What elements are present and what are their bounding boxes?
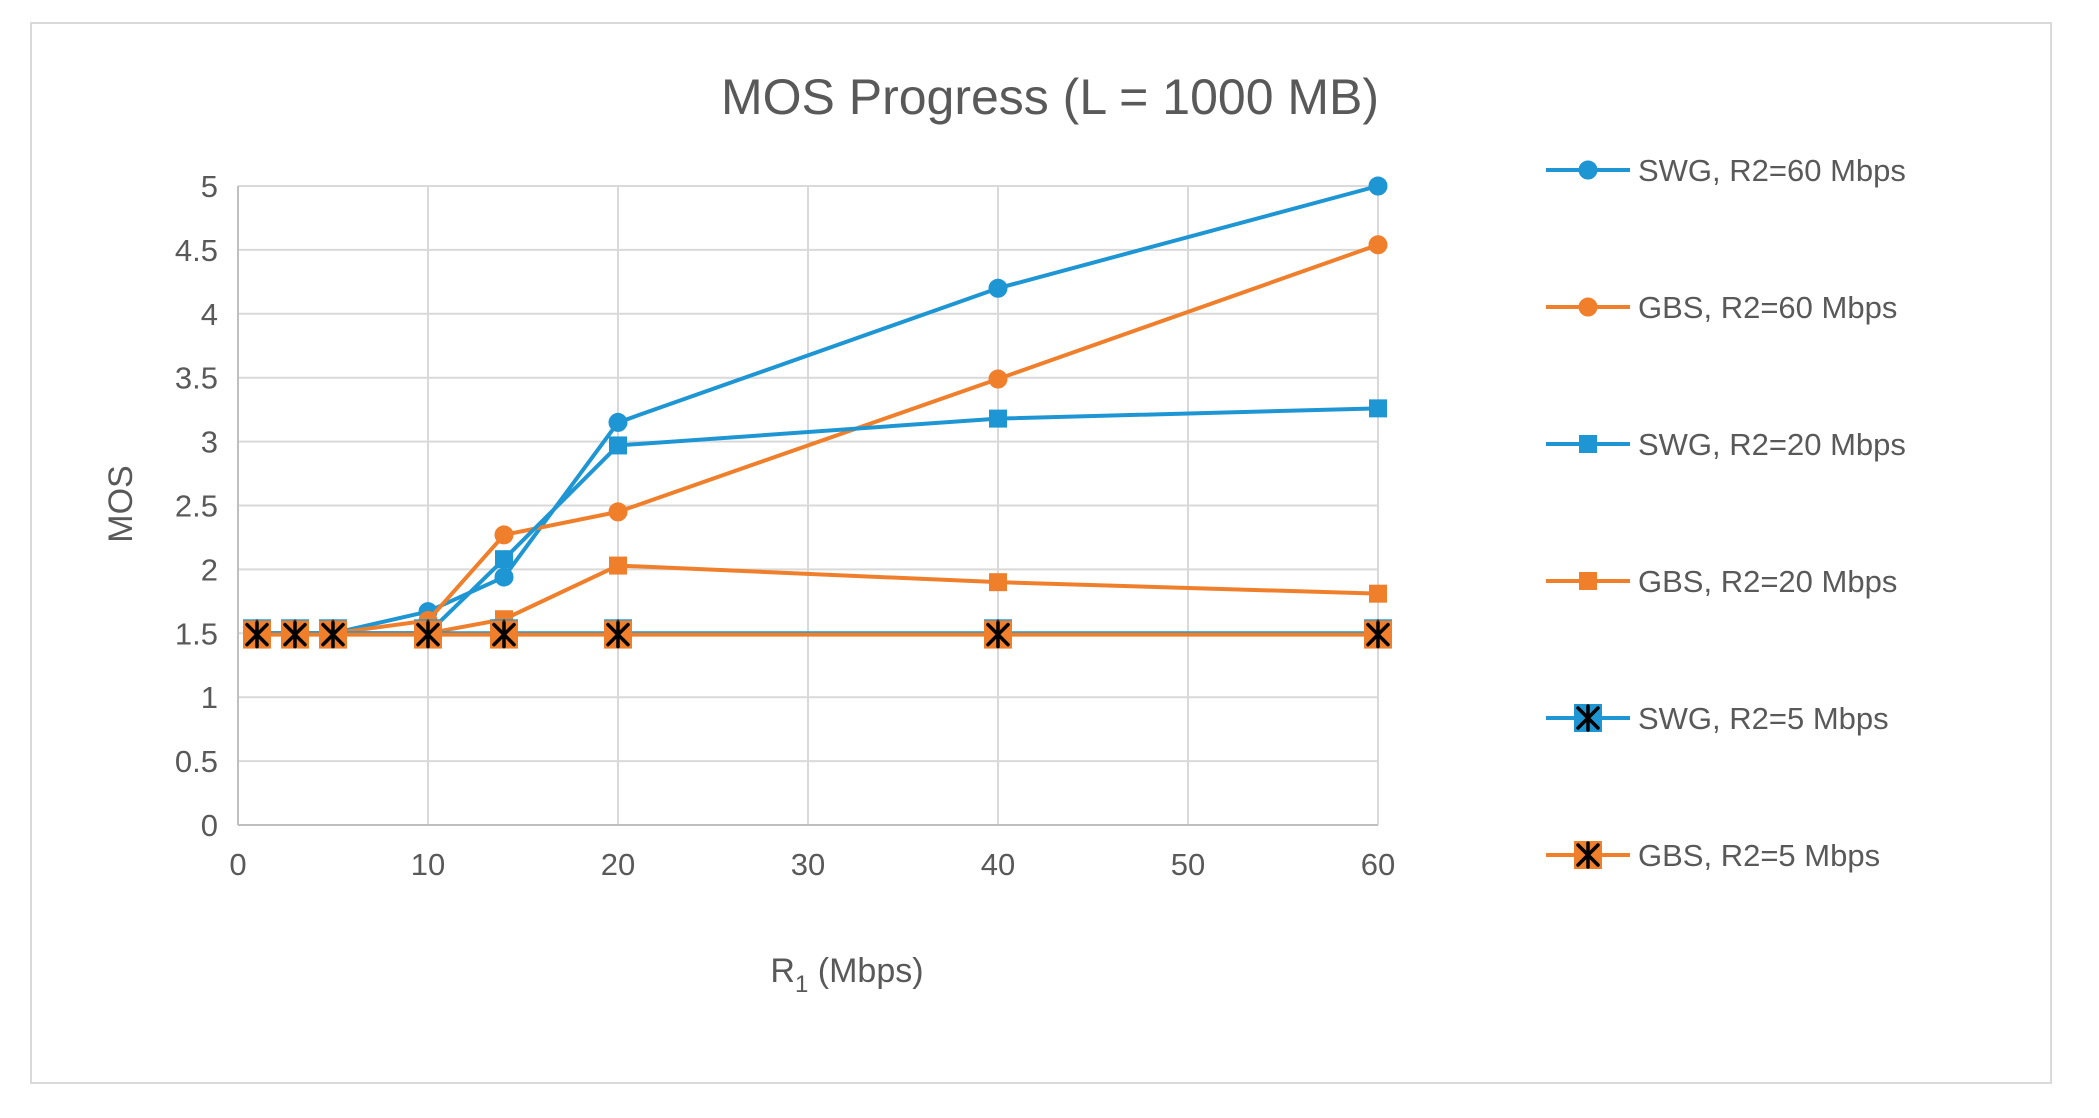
y-tick-label: 2 [201,552,218,587]
y-axis-label: MOS [102,465,140,542]
legend-item: GBS, R2=20 Mbps [1546,564,1897,599]
legend-label: SWG, R2=60 Mbps [1638,153,1906,188]
x-tick-label: 40 [981,847,1015,882]
series-line [257,184,1379,636]
data-point [609,436,627,455]
x-tick-label: 20 [601,847,635,882]
x-tick-label: 0 [229,847,246,882]
data-point [1364,620,1392,649]
legend-marker [1574,704,1602,732]
x-axis-label-unit: (Mbps) [808,952,923,990]
data-point [1368,235,1388,255]
data-point [608,412,628,432]
data-point [609,556,627,575]
legend-marker [1579,435,1597,453]
x-tick-label: 50 [1171,847,1205,882]
data-point [319,620,347,649]
data-point [988,278,1008,298]
legend-item: SWG, R2=60 Mbps [1546,153,1906,188]
data-point [1368,176,1388,196]
data-point [989,409,1007,428]
data-point [604,620,632,649]
data-point [281,620,309,649]
data-point [495,550,513,569]
chart-frame: MOS Progress (L = 1000 MB) 0 0.5 1 1.5 2 2.5 3… [30,22,2052,1084]
x-axis-label-main: R [770,952,795,990]
series-3 [248,399,1387,643]
chart-svg: MOS Progress (L = 1000 MB) 0 0.5 1 1.5 2 2.5 3… [102,69,1906,998]
y-tick-label: 0 [201,808,218,843]
legend: SWG, R2=60 Mbps GBS, R2=60 Mbps SWG, R2=20… [1546,153,1906,873]
legend-marker [1574,841,1602,869]
y-tick-label: 4.5 [175,233,218,268]
x-tick-label: 30 [791,847,825,882]
y-tick-label: 3 [201,425,218,460]
chart-title: MOS Progress (L = 1000 MB) [721,69,1379,125]
series-2 [247,235,1388,643]
data-point [243,620,271,649]
x-tick-label: 60 [1361,847,1395,882]
y-tick-label: 1 [201,680,218,715]
data-point [608,502,628,522]
y-tick-label: 1.5 [175,616,218,651]
legend-marker [1579,572,1597,590]
legend-label: SWG, R2=20 Mbps [1638,427,1906,462]
legend-label: GBS, R2=20 Mbps [1638,564,1897,599]
data-point [988,369,1008,389]
x-axis-label-subscript: 1 [795,971,808,998]
x-axis-label: R1 (Mbps) [770,952,923,998]
x-tick-label: 10 [411,847,445,882]
data-point [494,525,514,545]
data-point [494,567,514,587]
legend-item: SWG, R2=20 Mbps [1546,427,1906,462]
ticks-layer: 00.511.522.533.544.550 10 20 30 40 50 60 [175,169,1395,882]
legend-item: GBS, R2=5 Mbps [1546,838,1880,873]
data-point [1369,584,1387,603]
legend-label: GBS, R2=60 Mbps [1638,290,1897,325]
legend-marker [1578,160,1598,180]
data-point [1369,399,1387,418]
y-tick-label: 3.5 [175,361,218,396]
y-tick-label: 2.5 [175,489,218,524]
series-layer [243,176,1392,649]
series-6 [243,620,1392,649]
data-point [414,620,442,649]
legend-marker [1578,297,1598,317]
y-tick-label: 5 [201,169,218,204]
axis-layer [237,186,1378,826]
y-tick-label: 0.5 [175,744,218,779]
legend-label: GBS, R2=5 Mbps [1638,838,1880,873]
data-point [989,573,1007,592]
data-point [984,620,1012,649]
legend-item: SWG, R2=5 Mbps [1546,701,1889,736]
legend-label: SWG, R2=5 Mbps [1638,701,1889,736]
legend-item: GBS, R2=60 Mbps [1546,290,1897,325]
y-tick-label: 4 [201,297,218,332]
grid-layer [238,185,1379,825]
data-point [490,620,518,649]
